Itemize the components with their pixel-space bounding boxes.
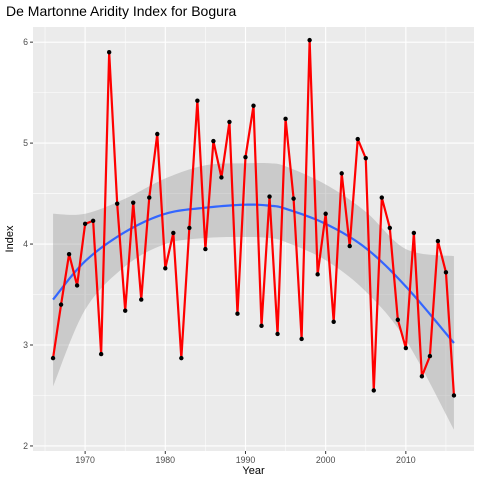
data-point [203, 246, 208, 252]
y-tick-label: 3 [23, 340, 28, 350]
data-point [275, 331, 280, 337]
data-point [82, 221, 88, 227]
data-point [251, 103, 256, 108]
data-point [195, 98, 200, 103]
data-point [355, 136, 360, 142]
y-tick-label: 5 [23, 138, 28, 148]
chart-title: De Martonne Aridity Index for Bogura [6, 3, 237, 19]
data-point [395, 317, 401, 322]
data-point [323, 211, 328, 216]
data-point [74, 283, 80, 288]
data-point [171, 230, 176, 236]
smooth-curve [52, 203, 455, 344]
y-tick-label: 4 [23, 239, 28, 249]
data-point [147, 195, 152, 200]
data-point [267, 194, 272, 199]
data-point [163, 266, 168, 271]
y-axis-ticks: 2 3 4 5 6 [23, 37, 33, 451]
smooth-curve-layer [52, 203, 455, 344]
data-point [131, 200, 136, 205]
data-point [114, 201, 120, 206]
data-point [435, 238, 441, 244]
data-point [98, 351, 104, 357]
data-point [227, 119, 232, 125]
data-point [387, 225, 393, 231]
x-tick-label: 1990 [236, 455, 256, 465]
data-point [371, 388, 376, 393]
data-point [379, 195, 384, 200]
x-axis-label: Year [242, 465, 265, 477]
data-point [283, 116, 288, 122]
data-point [299, 336, 304, 342]
data-point-layer [50, 37, 457, 398]
data-point [66, 251, 72, 257]
data-point [347, 243, 352, 249]
data-point [403, 345, 409, 351]
x-tick-label: 2000 [316, 455, 336, 465]
data-point [411, 230, 417, 236]
data-point [419, 374, 425, 379]
data-point [291, 196, 296, 201]
confidence-band [53, 162, 454, 430]
data-point [331, 319, 336, 324]
confidence-band-layer [53, 162, 454, 430]
data-point [155, 131, 160, 137]
data-point [123, 308, 128, 313]
x-axis-ticks: 1970 1980 1990 2000 2010 [75, 451, 416, 465]
data-point [443, 270, 449, 275]
y-tick-label: 2 [23, 441, 28, 451]
data-point [259, 323, 264, 329]
y-tick-label: 6 [23, 37, 28, 47]
data-point [219, 175, 224, 180]
data-point [235, 311, 240, 316]
data-point [179, 355, 184, 361]
data-point [243, 155, 248, 160]
data-point [339, 171, 344, 176]
data-point [106, 50, 112, 55]
data-point [90, 218, 96, 224]
y-axis-label: Index [4, 225, 16, 252]
data-point [139, 297, 144, 302]
x-tick-label: 2010 [396, 455, 416, 465]
data-point [427, 353, 433, 359]
data-point [187, 225, 192, 231]
data-point [307, 37, 312, 43]
x-tick-label: 1980 [156, 455, 176, 465]
data-point [211, 138, 216, 144]
x-tick-label: 1970 [75, 455, 95, 465]
data-point [58, 302, 64, 307]
data-point [50, 355, 56, 361]
data-point [363, 156, 368, 161]
plot-panel [33, 27, 474, 451]
data-point [315, 272, 320, 277]
data-point [451, 393, 457, 398]
